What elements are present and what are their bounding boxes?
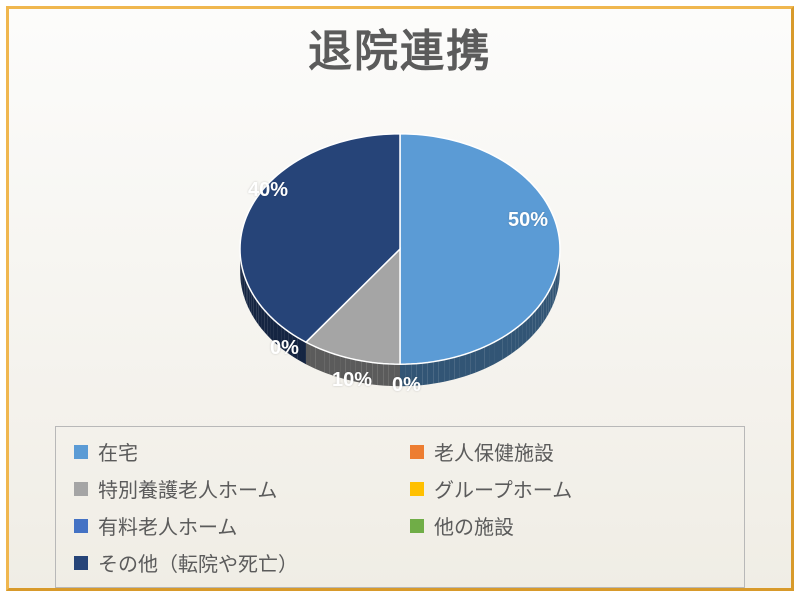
pie-side-segment <box>526 317 529 342</box>
pie-slice-label: 10% <box>332 369 372 392</box>
pie-side-segment <box>460 354 465 378</box>
pie-side-segment <box>433 361 438 384</box>
legend-item: 他の施設 <box>410 511 726 540</box>
legend-item: 老人保健施設 <box>410 437 726 466</box>
pie-side-segment <box>422 362 428 385</box>
legend-swatch <box>410 482 424 496</box>
pie-side-segment <box>439 360 444 383</box>
pie-side-segment <box>455 356 460 379</box>
pie-side-segment <box>428 362 433 385</box>
chart-title: 退院連携 <box>308 15 492 79</box>
legend-swatch <box>74 519 88 533</box>
legend-swatch <box>74 482 88 496</box>
legend: 在宅 老人保健施設特別養護老人ホーム グループホーム有料老人ホーム 他の施設その他（転… <box>55 426 745 588</box>
pie-side-segment <box>480 347 485 371</box>
legend-label: その他（転院や死亡） <box>98 548 298 577</box>
pie-side-segment <box>489 342 494 366</box>
pie-side-segment <box>485 345 490 369</box>
pie-side-segment <box>444 359 449 382</box>
pie-side-segment <box>325 351 330 375</box>
pie-side-segment <box>306 342 311 366</box>
legend-label: グループホーム <box>434 474 572 503</box>
pie-side-segment <box>315 347 320 371</box>
legend-item: 特別養護老人ホーム <box>74 474 390 503</box>
legend-item: 有料老人ホーム <box>74 511 390 540</box>
pie-slice-label: 0% <box>270 337 299 360</box>
pie-side-segment <box>383 364 389 386</box>
pie-side-segment <box>301 340 305 364</box>
pie-side-segment <box>475 349 480 373</box>
pie-side-segment <box>507 332 511 357</box>
legend-label: 老人保健施設 <box>434 437 554 466</box>
pie-side-segment <box>449 357 454 380</box>
pie-side-segment <box>503 335 507 360</box>
legend-swatch <box>74 556 88 570</box>
legend-label: 他の施設 <box>434 511 514 540</box>
pie-side-segment <box>378 363 384 385</box>
outer-frame: 退院連携 50% 0% 10% 0% 40% 在宅 老人保健施設特別養護老人ホーム グループ… <box>0 0 800 597</box>
pie-side-segment <box>465 353 470 377</box>
pie-slice-label: 40% <box>248 179 288 202</box>
pie-slice-label: 0% <box>392 374 421 397</box>
legend-item: その他（転院や死亡） <box>74 548 390 577</box>
pie-side-segment <box>372 362 378 385</box>
pie-side-segment <box>519 323 523 348</box>
legend-label: 特別養護老人ホーム <box>98 474 277 503</box>
legend-label: 有料老人ホーム <box>98 511 237 540</box>
pie-slice-label: 50% <box>508 209 548 232</box>
chart-area: 50% 0% 10% 0% 40% <box>20 79 780 422</box>
legend-item: 在宅 <box>74 437 390 466</box>
pie-side-segment <box>320 349 325 373</box>
legend-item: グループホーム <box>410 474 726 503</box>
pie-side-segment <box>515 326 519 351</box>
legend-swatch <box>410 445 424 459</box>
chart-panel: 退院連携 50% 0% 10% 0% 40% 在宅 老人保健施設特別養護老人ホーム グループ… <box>6 6 794 591</box>
pie-side-segment <box>499 337 503 362</box>
pie-side-segment <box>311 345 316 369</box>
legend-label: 在宅 <box>98 437 138 466</box>
legend-swatch <box>410 519 424 533</box>
pie-side-segment <box>470 351 475 375</box>
pie-side-segment <box>523 320 527 345</box>
legend-swatch <box>74 445 88 459</box>
pie-side-segment <box>494 340 498 364</box>
pie-side-segment <box>511 329 515 354</box>
